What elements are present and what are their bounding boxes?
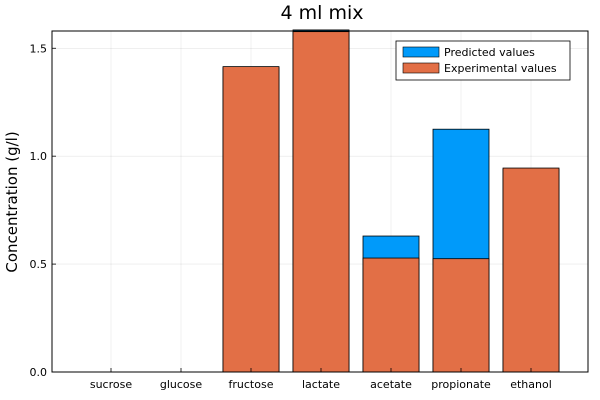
y-tick-label: 0.0 <box>30 366 48 379</box>
legend-label-predicted: Predicted values <box>444 46 535 59</box>
bar-experimental-fructose <box>222 66 280 373</box>
legend-swatch-experimental <box>402 62 440 74</box>
y-axis-label: Concentration (g/l) <box>3 131 21 272</box>
bar-experimental-ethanol <box>502 167 560 373</box>
legend-swatch-predicted <box>402 46 440 58</box>
x-tick-label: fructose <box>229 378 274 391</box>
x-tick-label: propionate <box>431 378 491 391</box>
bar-experimental-propionate <box>432 258 490 373</box>
x-tick-label: acetate <box>370 378 412 391</box>
y-tick-label: 0.5 <box>30 258 48 271</box>
bar-experimental-lactate <box>292 31 350 373</box>
bars <box>222 29 560 373</box>
y-tick-label: 1.5 <box>30 42 48 55</box>
x-tick-label: lactate <box>302 378 340 391</box>
y-axis: 0.0 0.5 1.0 1.5 <box>30 42 56 379</box>
chart-title: 4 ml mix <box>281 2 364 24</box>
bar-experimental-acetate <box>362 257 420 373</box>
legend-label-experimental: Experimental values <box>444 62 557 75</box>
x-tick-label: sucrose <box>90 378 132 391</box>
legend: Predicted values Experimental values <box>395 40 571 81</box>
y-tick-label: 1.0 <box>30 150 48 163</box>
x-tick-label: glucose <box>160 378 203 391</box>
x-axis: sucrose glucose fructose lactate acetate prop… <box>90 368 552 391</box>
x-tick-label: ethanol <box>510 378 552 391</box>
plot-frame <box>51 30 589 373</box>
